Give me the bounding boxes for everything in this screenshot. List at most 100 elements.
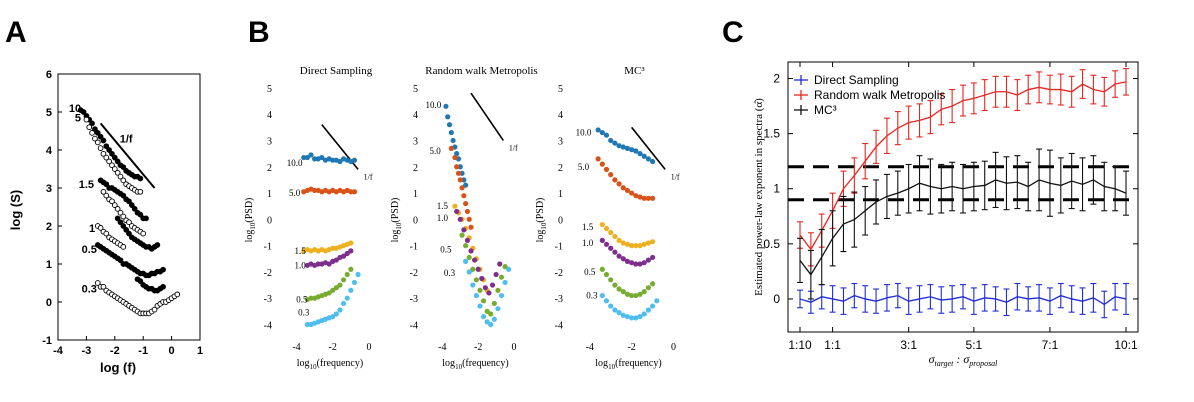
panel-a-point — [92, 135, 98, 142]
panel-b3-ytick-label: 1 — [558, 189, 563, 200]
panel-b2-ytick-label: -2 — [410, 268, 418, 279]
panel-b3-point — [603, 225, 610, 232]
panel-b2-series-label: 5.0 — [430, 146, 442, 156]
panel-b1-point — [333, 285, 339, 291]
panel-b3-point — [603, 298, 610, 304]
panel-b1-point — [315, 261, 321, 267]
panel-a-point — [120, 192, 127, 199]
panel-b1-point — [337, 158, 343, 165]
panel-b3-point — [612, 177, 618, 183]
panel-b1-point — [355, 271, 361, 278]
panel-a-point — [128, 202, 135, 208]
panel-b3-series-label: 0.5 — [584, 267, 596, 277]
panel-b2-point — [466, 254, 472, 261]
panel-b1-ytick-label: -4 — [264, 320, 272, 331]
panel-b2-point — [459, 232, 465, 238]
panel-a-point — [131, 206, 138, 212]
panel-a-ytick-label: 1 — [46, 259, 52, 271]
panel-b2-point — [480, 313, 487, 320]
panel-b3-annotation: 1/f — [671, 172, 680, 181]
panel-label-a: A — [5, 16, 27, 49]
panel-b2-point — [470, 282, 476, 288]
panel-b1-point — [344, 295, 350, 301]
panel-b2-series-label: 10.0 — [426, 100, 442, 110]
panel-b2-point — [459, 170, 465, 176]
panel-b3-point — [603, 271, 610, 278]
panel-b2-ytick-label: 4 — [413, 110, 418, 121]
panel-b2-point — [468, 248, 474, 254]
panel-b1-point — [308, 295, 314, 301]
panel-b2-point — [452, 154, 458, 161]
panel-b2-point — [477, 303, 483, 309]
panel-a-point — [120, 213, 127, 220]
panel-a-point — [160, 266, 166, 273]
panel-a-point — [120, 223, 127, 229]
panel-a-point — [126, 230, 132, 237]
panel-b1-point — [351, 189, 358, 195]
panel-b3-point — [599, 292, 605, 299]
panel-b1-point — [344, 250, 350, 257]
panel-c-xtick-label: 7:1 — [1042, 338, 1059, 352]
panel-b1-ytick-label: -3 — [264, 294, 272, 305]
panel-b3-point — [620, 289, 626, 295]
panel-b1-xlabel: log10(frequency) — [297, 358, 363, 371]
panel-b1-ylabel: log10(PSD) — [244, 198, 257, 243]
panel-b3-point — [637, 151, 643, 157]
panel-b3-point — [612, 307, 618, 313]
panel-b3-point — [595, 156, 601, 162]
panel-b2-point — [448, 129, 454, 136]
panel-b1-point — [337, 307, 343, 313]
panel-b3-ytick-label: -4 — [555, 320, 563, 331]
panel-a-point — [111, 202, 118, 208]
panel-b1-point — [308, 152, 314, 158]
panel-a-point — [106, 147, 112, 153]
panel-b3-point — [624, 145, 631, 151]
panel-a-point — [97, 145, 104, 151]
panel-b2-ytick-label: 1 — [413, 189, 418, 200]
panel-b1-series-label: 0.3 — [298, 308, 310, 318]
panel-b2-point — [484, 319, 490, 325]
panel-a-point — [103, 154, 110, 161]
panel-b2-point — [498, 292, 505, 299]
panel-a-point — [97, 133, 104, 140]
panel-a-point — [154, 242, 161, 248]
panel-b2-ytick-label: 0 — [413, 215, 418, 226]
panel-a-xtick-label: 0 — [169, 345, 175, 357]
panel-b2-point — [463, 258, 469, 264]
panel-b3-point — [649, 195, 656, 201]
panel-b3-point — [616, 237, 622, 243]
panel-b1-point — [348, 240, 354, 246]
panel-b2-series-label: 1.5 — [437, 201, 449, 211]
panel-b3-point — [624, 258, 631, 264]
panel-a-ytick-label: 0 — [46, 297, 52, 309]
panel-b1-point — [326, 261, 332, 267]
panel-b2-ylabel: log10(PSD) — [390, 198, 403, 243]
panel-b1-series-label: 5.0 — [289, 188, 301, 198]
panel-a-point — [120, 164, 127, 170]
panel-b2-point — [448, 145, 454, 151]
panel-b3-point — [599, 237, 605, 243]
panel-c-xtick-label: 5:1 — [966, 338, 983, 352]
panel-a-point — [111, 154, 118, 161]
panel-b3-point — [645, 257, 651, 263]
panel-a-xtick-label: 1 — [197, 345, 203, 357]
panel-a-point — [120, 244, 127, 250]
panel-a-point — [111, 166, 118, 172]
panel-b2-point — [464, 208, 471, 215]
panel-b3-point — [603, 241, 610, 247]
panel-a-point — [89, 120, 95, 127]
panel-a-point — [100, 150, 107, 157]
panel-b2-point — [463, 200, 469, 207]
panel-a-point — [137, 278, 144, 284]
panel-a-point — [174, 291, 181, 298]
panel-a-ylabel: log (S) — [8, 190, 23, 230]
panel-b2-point — [506, 266, 512, 272]
panel-b3-point — [649, 281, 656, 287]
panel-b2-point — [461, 227, 467, 233]
panel-b1-xtick-label: -2 — [329, 342, 337, 353]
panel-a-point — [100, 188, 107, 195]
panel-a-series-label: 0.5 — [82, 244, 97, 256]
panel-b2-reference-line — [470, 92, 504, 141]
panel-b1-series-label: 1.5 — [294, 246, 306, 256]
